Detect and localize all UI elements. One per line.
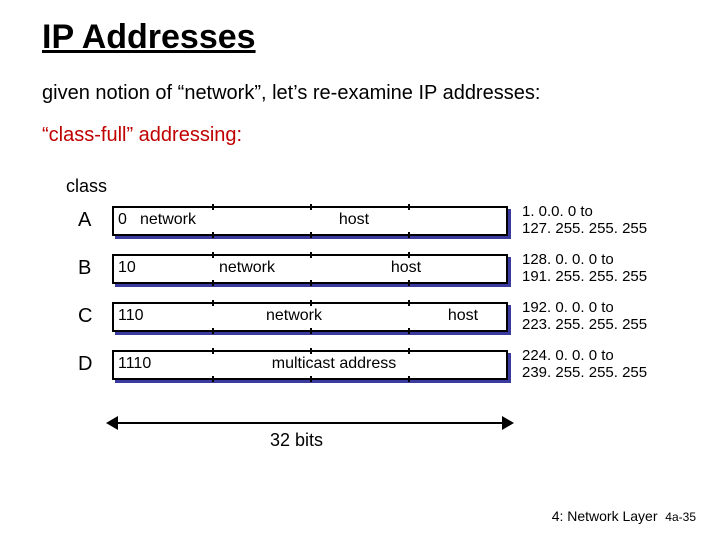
arrow-right-icon bbox=[502, 416, 514, 430]
address-bar: 0 network host bbox=[112, 206, 508, 236]
prefix-bits: 10 bbox=[118, 259, 136, 277]
segment-host: host bbox=[428, 307, 498, 325]
address-range: 224. 0. 0. 0 to239. 255. 255. 255 bbox=[522, 348, 692, 381]
prefix-bits: 0 bbox=[118, 211, 127, 229]
class-letter: D bbox=[78, 353, 106, 376]
footer-page: 4a-35 bbox=[665, 510, 696, 524]
class-letter: B bbox=[78, 257, 106, 280]
subheading-text: “class-full” addressing: bbox=[42, 124, 242, 147]
prefix-bits: 1110 bbox=[118, 355, 151, 373]
address-range: 1. 0.0. 0 to127. 255. 255. 255 bbox=[522, 204, 692, 237]
segment-network: network bbox=[244, 307, 344, 325]
address-bar: 1110 multicast address bbox=[112, 350, 508, 380]
width-arrow bbox=[114, 422, 506, 424]
segment-host: host bbox=[314, 211, 394, 229]
address-bar: 10 network host bbox=[112, 254, 508, 284]
address-bar: 110 network host bbox=[112, 302, 508, 332]
segment-network: network bbox=[202, 259, 292, 277]
segment-network: network bbox=[128, 211, 208, 229]
subtitle-text: given notion of “network”, let’s re-exam… bbox=[42, 82, 540, 105]
bits-label: 32 bits bbox=[270, 430, 323, 451]
address-range: 128. 0. 0. 0 to191. 255. 255. 255 bbox=[522, 252, 692, 285]
footer-section: 4: Network Layer bbox=[552, 508, 658, 524]
page-title: IP Addresses bbox=[42, 18, 256, 57]
class-letter: A bbox=[78, 209, 106, 232]
class-column-label: class bbox=[66, 176, 107, 197]
class-letter: C bbox=[78, 305, 106, 328]
prefix-bits: 110 bbox=[118, 307, 144, 325]
segment-host: host bbox=[366, 259, 446, 277]
address-range: 192. 0. 0. 0 to223. 255. 255. 255 bbox=[522, 300, 692, 333]
segment-multicast: multicast address bbox=[234, 355, 434, 373]
slide-footer: 4: Network Layer 4a-35 bbox=[552, 508, 696, 524]
